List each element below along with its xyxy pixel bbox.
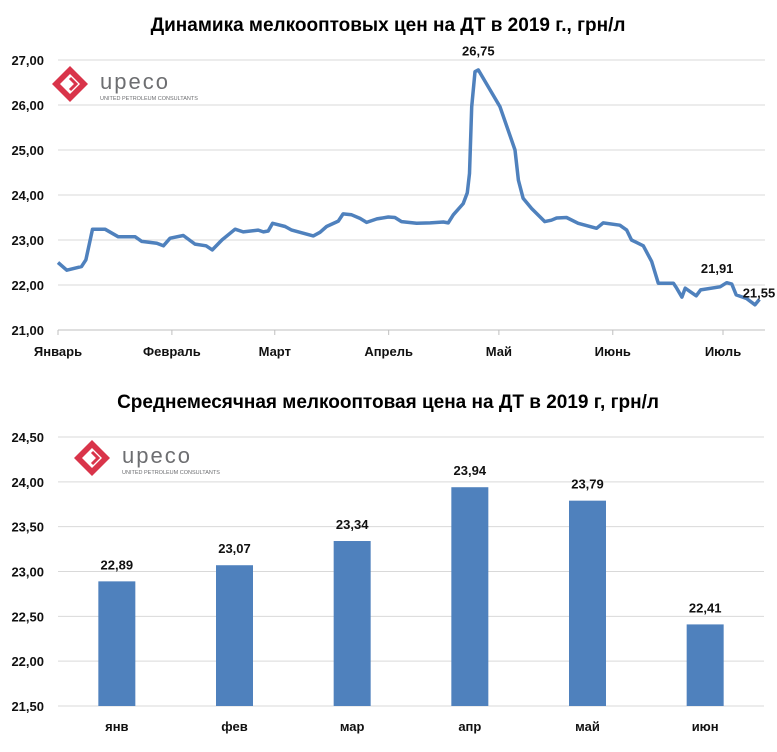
x-tick-label: Май (486, 344, 512, 359)
y-tick-label: 22,00 (11, 654, 44, 669)
x-tick-label: Апрель (364, 344, 413, 359)
logo-mark-icon (52, 66, 88, 102)
y-tick-label: 24,00 (11, 475, 44, 490)
x-tick-label: май (575, 719, 600, 734)
data-label: 21,91 (701, 261, 734, 276)
bar (451, 487, 488, 706)
bar-value-label: 23,94 (454, 463, 487, 478)
y-tick-label: 23,50 (11, 520, 44, 535)
logo-tagline: UNITED PETROLEUM CONSULTANTS (100, 96, 198, 102)
logo-tagline: UNITED PETROLEUM CONSULTANTS (122, 470, 220, 476)
y-tick-label: 23,00 (11, 565, 44, 580)
bar-value-label: 22,41 (689, 600, 722, 615)
logo-mark-inner-icon (70, 78, 76, 90)
x-tick-label: фев (221, 719, 247, 734)
upeco-logo: uрeco UNITED PETROLEUM CONSULTANTS (74, 440, 220, 476)
x-tick-label: янв (105, 719, 128, 734)
y-tick-label: 27,00 (11, 53, 44, 68)
data-label: 21,55 (743, 285, 776, 300)
x-tick-label: апр (458, 719, 481, 734)
bar (334, 541, 371, 706)
logo-mark-inner-icon (92, 452, 98, 464)
y-tick-label: 21,00 (11, 323, 44, 338)
y-tick-label: 25,00 (11, 143, 44, 158)
logo-wordmark: uрeco (100, 69, 170, 94)
x-tick-label: Июнь (595, 344, 631, 359)
data-label: 26,75 (462, 43, 495, 58)
bar-value-label: 22,89 (101, 557, 134, 572)
line-chart: 21,00 22,00 23,00 24,00 25,00 26,00 27,00 Январ… (11, 43, 775, 359)
bar-value-label: 23,79 (571, 477, 604, 492)
x-tick-label: Март (259, 344, 291, 359)
bar-chart-title: Среднемесячная мелкооптовая цена на ДТ в… (117, 392, 659, 413)
x-tick-label: Июль (705, 344, 741, 359)
upeco-logo: uрeco UNITED PETROLEUM CONSULTANTS (52, 66, 198, 102)
bar-value-label: 23,34 (336, 517, 369, 532)
bar-chart: 21,50 22,00 22,50 23,00 23,50 24,00 24,50 uрeco… (11, 430, 764, 734)
bar-value-label: 23,07 (218, 541, 251, 556)
bar (216, 565, 253, 706)
y-tick-label: 24,50 (11, 430, 44, 445)
x-tick-label: Февраль (143, 344, 201, 359)
line-chart-title: Динамика мелкооптовых цен на ДТ в 2019 г… (151, 15, 626, 36)
y-tick-label: 22,50 (11, 609, 44, 624)
x-tick-label: Январь (34, 344, 82, 359)
logo-mark-icon (74, 440, 110, 476)
logo-wordmark: uрeco (122, 443, 192, 468)
y-tick-label: 24,00 (11, 188, 44, 203)
x-tick-label: мар (340, 719, 365, 734)
y-tick-label: 21,50 (11, 699, 44, 714)
bar (569, 501, 606, 706)
y-tick-label: 26,00 (11, 98, 44, 113)
y-tick-label: 23,00 (11, 233, 44, 248)
x-tick-label: июн (692, 719, 719, 734)
y-tick-label: 22,00 (11, 278, 44, 293)
bar (687, 624, 724, 706)
bar (98, 581, 135, 706)
